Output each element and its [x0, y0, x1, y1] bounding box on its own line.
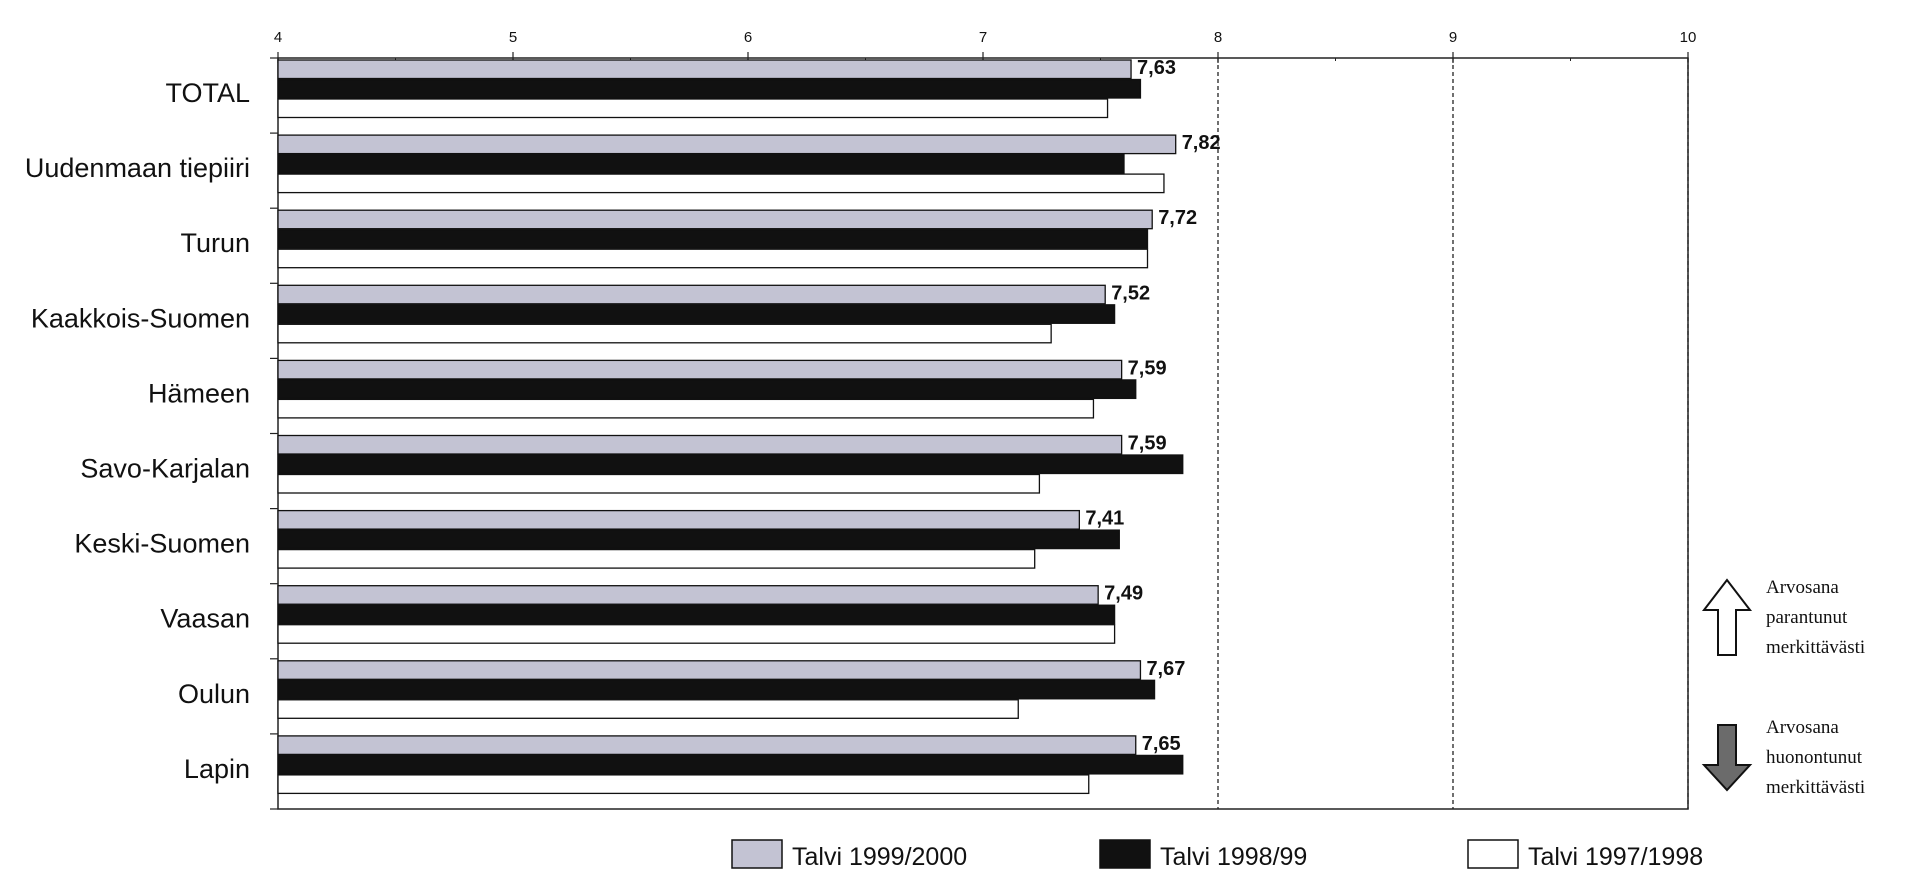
- note-text: parantunut: [1766, 607, 1848, 628]
- bar: [277, 134, 1177, 155]
- bar: [277, 398, 1095, 419]
- significance-notes: Arvosana parantunut merkittävästi Arvosana h…: [1701, 577, 1865, 798]
- x-tick-label: 7: [979, 29, 987, 46]
- bar: [277, 304, 1116, 324]
- data-label: 7,41: [1085, 508, 1124, 530]
- bar: [277, 153, 1125, 174]
- x-tick-label: 6: [744, 29, 752, 46]
- bar: [277, 604, 1116, 625]
- bar: [277, 59, 1132, 80]
- category-label: Lapin: [184, 754, 250, 784]
- x-tick-label: 4: [274, 29, 282, 46]
- legend-swatch: [731, 839, 783, 869]
- x-tick-label: 9: [1449, 29, 1457, 46]
- category-label: Uudenmaan tiepiiri: [25, 153, 250, 183]
- category-label: Vaasan: [160, 604, 250, 634]
- bar: [277, 284, 1106, 305]
- category-label: Savo-Karjalan: [80, 454, 250, 484]
- bar: [277, 379, 1137, 400]
- legend-label: Talvi 1999/2000: [792, 843, 967, 871]
- arrow-down-filled-icon: [1701, 724, 1753, 792]
- bar: [277, 774, 1090, 795]
- note-text: Arvosana: [1766, 577, 1839, 598]
- legend-label: Talvi 1997/1998: [1528, 843, 1703, 871]
- legend-swatch: [1467, 839, 1519, 869]
- legend-label: Talvi 1998/99: [1160, 843, 1307, 871]
- bar: [277, 359, 1123, 380]
- data-label: 7,65: [1142, 733, 1181, 755]
- x-tick-label: 10: [1680, 29, 1697, 46]
- category-label: Kaakkois-Suomen: [31, 303, 250, 333]
- bar: [277, 699, 1019, 719]
- note-text: huonontunut: [1766, 747, 1863, 768]
- bar: [277, 434, 1123, 455]
- data-label: 7,59: [1128, 433, 1167, 455]
- data-label: 7,63: [1137, 57, 1176, 79]
- category-label: Oulun: [178, 679, 250, 709]
- bar: [277, 173, 1165, 194]
- category-label: Keski-Suomen: [74, 529, 250, 559]
- category-label: Turun: [180, 228, 250, 258]
- data-label: 7,59: [1128, 357, 1167, 379]
- bar: [277, 509, 1080, 530]
- bar: [277, 248, 1149, 269]
- bar: [277, 660, 1142, 680]
- legend-swatch: [1099, 839, 1151, 869]
- category-label: Hämeen: [148, 378, 250, 408]
- bar: [277, 323, 1052, 344]
- bar: [277, 529, 1120, 550]
- bar: [277, 679, 1156, 700]
- note-text: Arvosana: [1766, 717, 1839, 738]
- bar: [277, 548, 1036, 569]
- bar: [277, 585, 1099, 605]
- note-text: merkittävästi: [1766, 777, 1865, 798]
- data-label: 7,82: [1182, 132, 1221, 154]
- legend: Talvi 1999/2000 Talvi 1998/99 Talvi 1997/1…: [731, 839, 1703, 871]
- bar: [277, 98, 1109, 119]
- arrow-up-outline-icon: [1701, 578, 1753, 656]
- bar: [277, 735, 1137, 756]
- bar: [277, 624, 1116, 644]
- data-label: 7,67: [1146, 658, 1185, 680]
- category-labels: TOTAL Uudenmaan tiepiiri Turun Kaakkois-Suo…: [25, 78, 250, 784]
- x-tick-label: 5: [509, 29, 517, 46]
- bar: [277, 209, 1153, 230]
- data-label: 7,72: [1158, 207, 1197, 229]
- data-label: 7,52: [1111, 282, 1150, 304]
- data-label: 7,49: [1104, 583, 1143, 605]
- note-text: merkittävästi: [1766, 637, 1865, 658]
- bar: [277, 78, 1142, 99]
- bar: [277, 229, 1149, 249]
- bar: [277, 473, 1041, 494]
- bar: [277, 454, 1184, 475]
- bars: 7,63 7,82 7,72 7,52 7,59 7,59 7,41 7,49 7,67 7,65: [277, 57, 1221, 795]
- x-tick-label: 8: [1214, 29, 1222, 46]
- category-label: TOTAL: [165, 78, 250, 108]
- bar: [277, 754, 1184, 775]
